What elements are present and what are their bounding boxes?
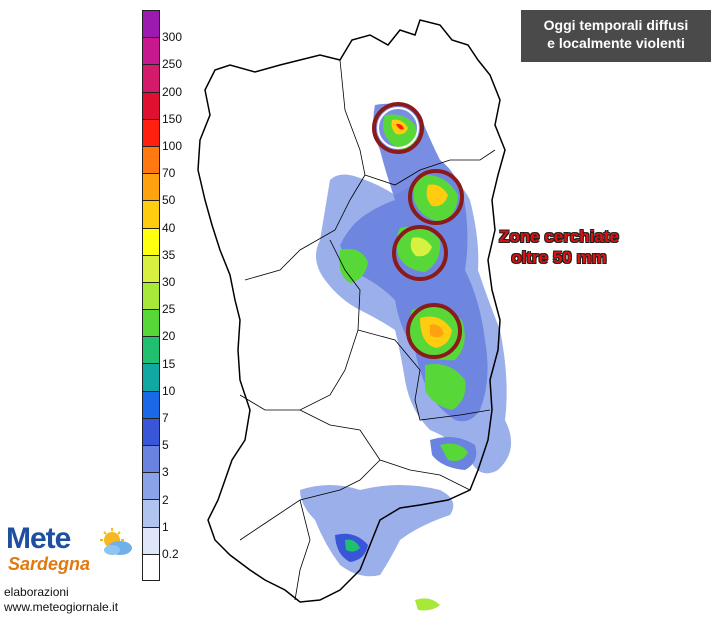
- legend-label: 20: [162, 329, 176, 344]
- legend-label: 100: [162, 139, 183, 153]
- highlight-circle-south: [406, 303, 462, 359]
- logo: Mete Sardegna: [6, 522, 136, 582]
- highlight-circle-north: [372, 102, 424, 154]
- legend-swatch: [142, 200, 160, 228]
- title-line-2: e localmente violenti: [547, 35, 685, 51]
- legend-label: 25: [162, 302, 176, 317]
- legend-label: 35: [162, 247, 176, 262]
- annotation-text: Zone cerchiate oltre 50 mm: [484, 226, 634, 268]
- legend-label: 300: [162, 30, 183, 45]
- legend-label: 2: [162, 492, 169, 507]
- annotation-line-2: oltre 50 mm: [511, 248, 607, 267]
- legend-swatch: [142, 254, 160, 282]
- legend-swatch: [142, 227, 160, 255]
- legend-label: 30: [162, 275, 176, 289]
- precipitation-legend: [142, 10, 160, 581]
- legend-swatch: [142, 173, 160, 201]
- credit-line-2: www.meteogiornale.it: [4, 600, 119, 614]
- legend-swatch: [142, 309, 160, 337]
- legend-swatch: [142, 526, 160, 554]
- legend-swatch: [142, 472, 160, 500]
- legend-swatch: [142, 37, 160, 65]
- legend-swatch: [142, 363, 160, 391]
- legend-swatch: [142, 91, 160, 119]
- legend-swatch: [142, 499, 160, 527]
- credit-line-1: elaborazioni: [4, 585, 69, 599]
- legend-label: 1: [162, 519, 169, 534]
- legend-swatch: [142, 281, 160, 310]
- legend-swatch: [142, 390, 160, 418]
- legend-label: 70: [162, 166, 176, 181]
- precipitation-field: [300, 103, 512, 611]
- legend-label: 250: [162, 57, 183, 72]
- legend-label: 150: [162, 111, 183, 126]
- legend-label: 200: [162, 84, 183, 99]
- highlight-circle-upper: [408, 169, 464, 225]
- legend-label: 50: [162, 193, 176, 208]
- annotation-line-1: Zone cerchiate: [499, 227, 619, 246]
- legend-swatch: [142, 336, 160, 364]
- legend-label: 40: [162, 220, 176, 235]
- legend-swatch: [142, 553, 160, 581]
- legend-label: 7: [162, 411, 169, 425]
- legend-swatch: [142, 64, 160, 92]
- highlight-circle-middle: [392, 225, 448, 281]
- legend-swatch: [142, 445, 160, 473]
- legend-swatch: [142, 118, 160, 146]
- highlight-circles: [372, 102, 464, 359]
- legend-swatch: [142, 10, 160, 38]
- legend-label: 5: [162, 438, 169, 453]
- sardinia-coastline: [197, 19, 506, 603]
- logo-main-text: Mete: [6, 522, 71, 555]
- sun-cloud-icon: [100, 528, 132, 555]
- legend-swatch: [142, 145, 160, 174]
- province-borders: [239, 59, 496, 601]
- legend-label: 3: [162, 465, 169, 480]
- logo-sub-text: Sardegna: [8, 554, 91, 574]
- legend-label: 15: [162, 356, 176, 371]
- legend-swatch: [142, 417, 160, 445]
- legend-label: 0.2: [162, 547, 179, 561]
- legend-label: 10: [162, 383, 176, 398]
- title-line-1: Oggi temporali diffusi: [543, 17, 689, 33]
- title-box: Oggi temporali diffusi e localmente viol…: [521, 10, 711, 62]
